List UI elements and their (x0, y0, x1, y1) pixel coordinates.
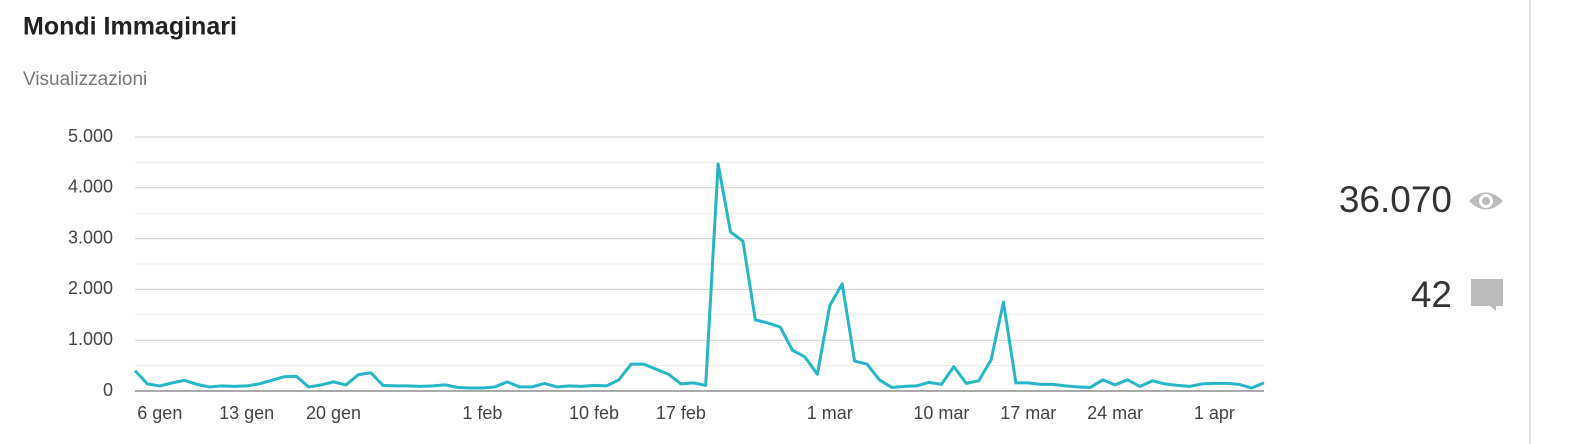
x-tick-label: 1 apr (1194, 403, 1235, 423)
views-count: 36.070 (1339, 179, 1452, 220)
y-tick-label: 3.000 (68, 227, 113, 247)
x-tick-label: 1 feb (462, 403, 502, 423)
subtitle: Visualizzazioni (23, 69, 147, 90)
data-line (133, 162, 1265, 390)
x-tick-label: 6 gen (137, 403, 182, 423)
x-tick-label: 20 gen (306, 403, 361, 423)
y-tick-label: 5.000 (68, 126, 113, 146)
x-tick-label: 1 mar (807, 403, 853, 423)
comment-icon (1471, 279, 1503, 311)
x-tick-label: 24 mar (1087, 403, 1143, 423)
y-tick-label: 4.000 (68, 177, 113, 197)
y-tick-label: 0 (103, 380, 113, 400)
title: Mondi Immaginari (23, 13, 237, 41)
x-tick-label: 17 feb (656, 403, 706, 423)
y-tick-label: 1.000 (68, 329, 113, 349)
x-tick-label: 13 gen (219, 403, 274, 423)
x-tick-label: 10 feb (569, 403, 619, 423)
y-tick-label: 2.000 (68, 278, 113, 298)
x-tick-label: 10 mar (913, 403, 969, 423)
eye-icon (1469, 192, 1503, 210)
x-tick-label: 17 mar (1000, 403, 1056, 423)
comments-count: 42 (1411, 274, 1452, 315)
